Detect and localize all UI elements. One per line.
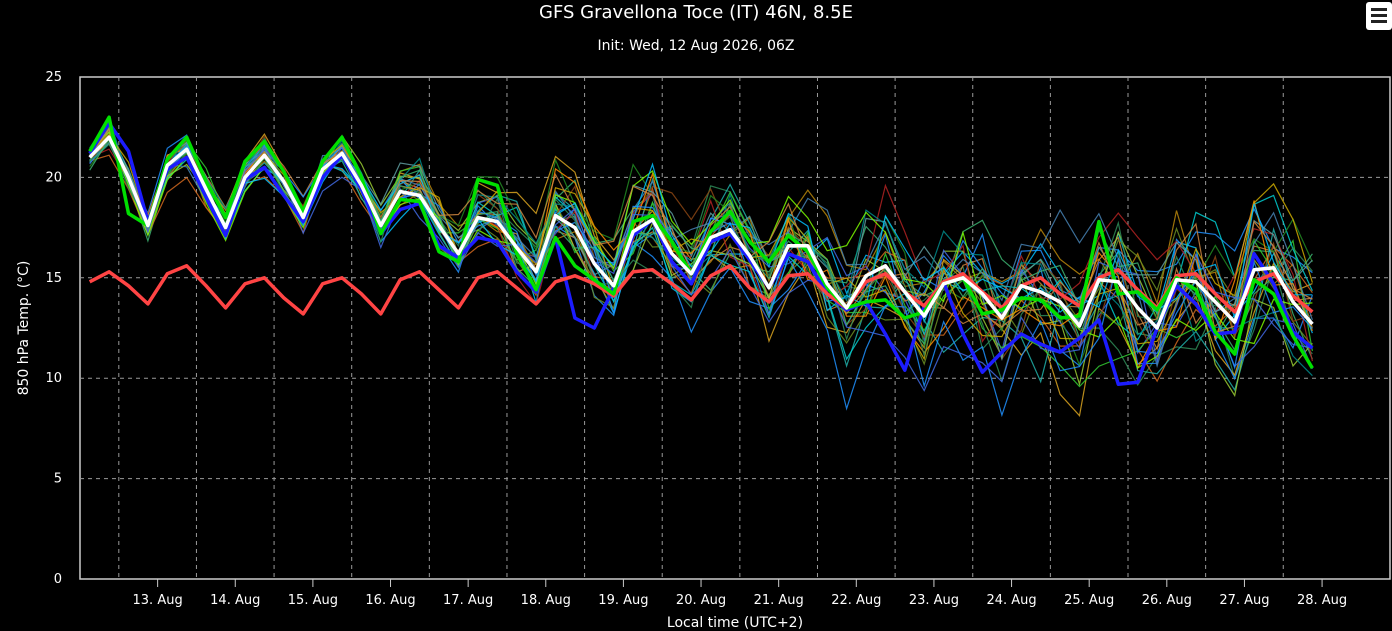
x-tick-label: 25. Aug: [1064, 593, 1114, 608]
series-line: [88, 121, 1314, 386]
y-tick-label: 25: [45, 70, 62, 85]
series-line: [88, 264, 1314, 316]
y-tick-label: 10: [45, 371, 62, 386]
ensemble-members: [89, 118, 1313, 418]
y-tick-label: 20: [45, 170, 62, 185]
x-tick-label: 24. Aug: [986, 593, 1036, 608]
hamburger-menu-icon[interactable]: [1366, 2, 1392, 30]
x-tick-label: 15. Aug: [288, 593, 338, 608]
x-tick-label: 26. Aug: [1142, 593, 1192, 608]
plot-frame: [79, 76, 1391, 580]
x-tick-label: 18. Aug: [521, 593, 571, 608]
x-tick-label: 28. Aug: [1297, 593, 1347, 608]
x-tick-label: 27. Aug: [1219, 593, 1269, 608]
y-axis-title: 850 hPa Temp. (°C): [16, 261, 32, 396]
chart-title: GFS Gravellona Toce (IT) 46N, 8.5E: [539, 2, 853, 23]
y-tick-label: 15: [45, 271, 62, 286]
main-series: [88, 115, 1314, 386]
y-tick-label: 0: [54, 572, 62, 587]
x-tick-label: 21. Aug: [754, 593, 804, 608]
x-tick-label: 23. Aug: [909, 593, 959, 608]
y-tick-label: 5: [54, 472, 62, 487]
x-tick-label: 16. Aug: [365, 593, 415, 608]
x-tick-label: 13. Aug: [133, 593, 183, 608]
x-tick-label: 17. Aug: [443, 593, 493, 608]
chart-grid: [79, 76, 1391, 580]
series-line: [88, 135, 1314, 330]
x-axis-title: Local time (UTC+2): [667, 615, 803, 631]
x-tick-label: 22. Aug: [831, 593, 881, 608]
x-tick-label: 14. Aug: [210, 593, 260, 608]
x-tick-label: 20. Aug: [676, 593, 726, 608]
ensemble-member-line: [89, 141, 1313, 418]
chart-subtitle: Init: Wed, 12 Aug 2026, 06Z: [597, 38, 795, 54]
chart-axes: 0 5 10 15 20 25 13. Aug 14. Aug 15. Aug 16. Aug 17…: [45, 70, 1347, 608]
x-tick-label: 19. Aug: [598, 593, 648, 608]
ensemble-member-line: [89, 131, 1313, 369]
